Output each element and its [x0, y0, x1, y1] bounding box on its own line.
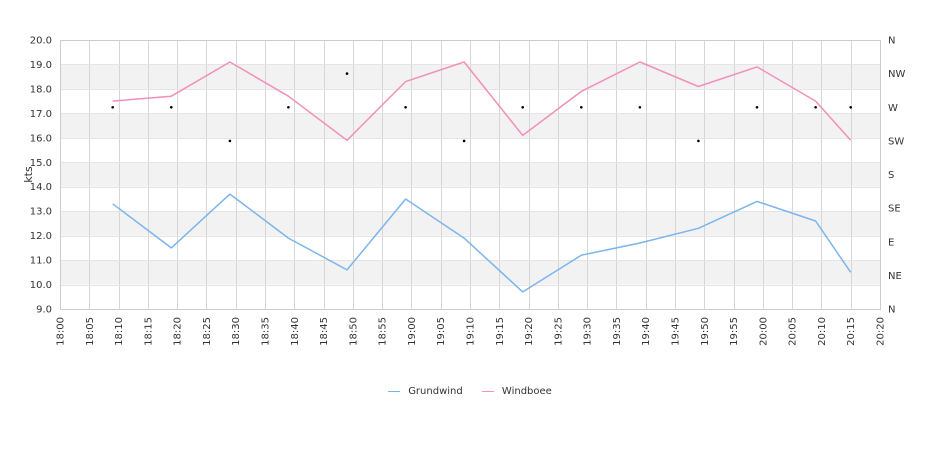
x-tick-label: 20:15 — [846, 317, 857, 346]
plot-border — [60, 40, 881, 310]
direction-point — [849, 106, 852, 109]
x-tick-label: 19:15 — [495, 317, 506, 346]
x-tick-label: 18:00 — [56, 317, 67, 346]
x-tick-label: 18:50 — [348, 317, 359, 346]
x-tick-label: 18:45 — [319, 317, 330, 346]
x-tick-label: 18:10 — [114, 317, 125, 346]
series-line-windboee — [112, 61, 852, 142]
direction-point — [287, 106, 290, 109]
x-tick-label: 19:20 — [524, 317, 535, 346]
direction-point — [345, 72, 349, 75]
x-tick-label: 20:05 — [788, 317, 799, 346]
direction-point — [755, 106, 759, 109]
legend-swatch-grundwind — [388, 391, 401, 392]
direction-tick-label: NW — [888, 69, 905, 80]
x-tick-label: 20:00 — [758, 317, 769, 346]
x-tick-label: 19:40 — [641, 317, 652, 346]
plot-frame — [60, 40, 881, 310]
y-tick-label: 18.0 — [30, 84, 52, 95]
direction-point — [170, 106, 173, 109]
y-tick-label: 12.0 — [30, 231, 52, 242]
legend-item-grundwind[interactable]: Grundwind — [388, 386, 463, 397]
direction-point — [228, 139, 232, 143]
x-tick-label: 19:00 — [407, 317, 418, 346]
direction-tick-label: NE — [888, 271, 902, 282]
y-tick-label: 11.0 — [30, 256, 52, 267]
direction-points — [111, 72, 852, 143]
legend-label-windboee: Windboee — [501, 386, 552, 397]
direction-point — [638, 106, 642, 109]
direction-point — [111, 106, 114, 109]
direction-tick-label: N — [888, 305, 895, 316]
x-tick-label: 19:55 — [729, 317, 740, 346]
legend-item-windboee[interactable]: Windboee — [481, 386, 552, 397]
y-tick-label: 19.0 — [30, 60, 52, 71]
direction-tick-label: W — [888, 103, 898, 114]
x-tick-label: 18:20 — [173, 317, 184, 346]
y-tick-label: 10.0 — [30, 280, 52, 291]
wind-chart: 20.0 19.0 18.0 17.0 16.0 15.0 14.0 13.0 12.0 11.0… — [22, 36, 905, 346]
y-tick-label: 17.0 — [30, 109, 52, 120]
x-tick-label: 20:10 — [817, 317, 828, 346]
direction-axis-ticks: N NW W SW S SE E NE N — [888, 36, 905, 316]
y-tick-label: 13.0 — [30, 207, 52, 218]
x-tick-label: 19:45 — [671, 317, 682, 346]
legend-label-grundwind: Grundwind — [408, 386, 463, 397]
x-tick-label: 18:55 — [378, 317, 389, 346]
x-axis-ticks: 18:00 18:05 18:10 18:15 18:20 18:25 18:30 18:35… — [56, 317, 887, 346]
y-tick-label: 15.0 — [30, 158, 52, 169]
direction-point — [814, 106, 817, 109]
direction-tick-label: S — [888, 170, 894, 181]
series-line-grundwind — [112, 193, 852, 293]
x-tick-label: 19:10 — [466, 317, 477, 346]
x-tick-label: 19:30 — [583, 317, 594, 346]
x-tick-label: 18:15 — [143, 317, 154, 346]
x-tick-label: 20:20 — [876, 317, 887, 346]
direction-point — [462, 139, 466, 143]
x-tick-label: 19:05 — [436, 317, 447, 346]
y-axis-ticks: 20.0 19.0 18.0 17.0 16.0 15.0 14.0 13.0 12.0 11.0… — [30, 36, 52, 316]
legend-swatch-windboee — [481, 391, 494, 392]
y-tick-label: 14.0 — [30, 182, 52, 193]
direction-tick-label: SW — [888, 136, 904, 147]
direction-point — [404, 106, 407, 109]
x-tick-label: 18:40 — [290, 317, 301, 346]
x-tick-label: 19:25 — [553, 317, 564, 346]
x-tick-label: 18:35 — [261, 317, 272, 346]
direction-tick-label: N — [888, 36, 895, 47]
series-lines — [112, 61, 852, 293]
direction-point — [580, 106, 583, 109]
direction-point — [697, 139, 700, 143]
direction-tick-label: E — [888, 237, 894, 248]
legend: Grundwind Windboee — [0, 384, 940, 397]
x-tick-label: 19:50 — [700, 317, 711, 346]
x-tick-label: 18:05 — [85, 317, 96, 346]
direction-point — [521, 106, 524, 109]
y-tick-label: 20.0 — [30, 36, 52, 47]
y-axis-label: kts — [22, 166, 35, 183]
x-tick-label: 19:35 — [612, 317, 623, 346]
direction-tick-label: SE — [888, 204, 901, 215]
y-tick-label: 9.0 — [36, 305, 52, 316]
x-tick-label: 18:30 — [231, 317, 242, 346]
x-tick-label: 18:25 — [202, 317, 213, 346]
y-tick-label: 16.0 — [30, 133, 52, 144]
